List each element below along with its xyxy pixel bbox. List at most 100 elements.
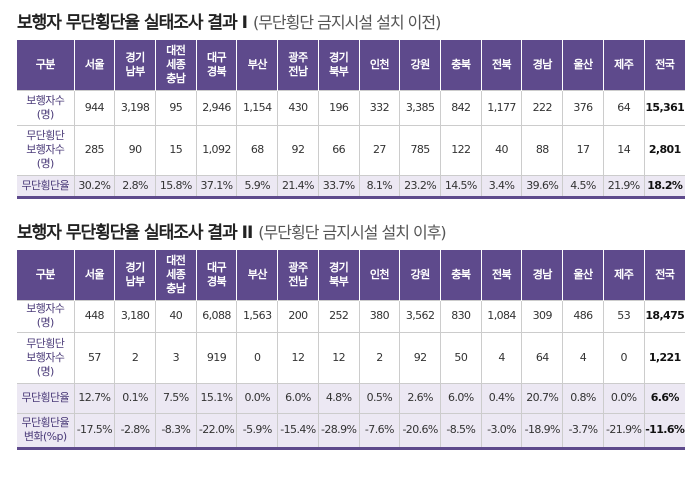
- column-header: 구분: [17, 40, 74, 90]
- data-cell: -5.9%: [236, 412, 278, 450]
- data-cell: 4.8%: [317, 382, 360, 413]
- data-cell: 30.2%: [73, 174, 115, 199]
- total-cell: 15,361: [643, 89, 685, 125]
- data-cell: 122: [439, 124, 482, 175]
- data-cell: 8.1%: [358, 174, 400, 199]
- total-cell: 6.6%: [643, 382, 685, 413]
- column-header: 인천: [358, 250, 400, 300]
- data-cell: 12: [317, 331, 360, 383]
- data-cell: 3,562: [399, 299, 441, 332]
- data-cell: -2.8%: [114, 412, 156, 450]
- data-cell: 196: [317, 89, 360, 125]
- column-header: 광주 전남: [277, 40, 319, 90]
- data-cell: 332: [358, 89, 400, 125]
- data-cell: 2.6%: [399, 382, 441, 413]
- total-cell: 18,475: [643, 299, 685, 332]
- data-cell: -8.5%: [439, 412, 482, 450]
- data-cell: 64: [521, 331, 563, 383]
- data-cell: 6.0%: [439, 382, 482, 413]
- column-header: 대구 경북: [195, 40, 237, 90]
- data-cell: -20.6%: [399, 412, 441, 450]
- data-cell: 14: [602, 124, 645, 175]
- column-header: 서울: [73, 40, 115, 90]
- data-cell: -28.9%: [317, 412, 360, 450]
- header-row: 구분 서울 경기 남부 대전 세종 충남 대구 경북 부산 광주 전남 경기 북부 인천 강원 충북 전북 경남 울산…: [17, 40, 685, 90]
- column-header: 경남: [521, 250, 563, 300]
- data-cell: 33.7%: [317, 174, 360, 199]
- data-cell: 5.9%: [236, 174, 278, 199]
- column-header: 울산: [562, 40, 604, 90]
- data-cell: 1,092: [195, 124, 237, 175]
- column-header: 전국: [643, 40, 685, 90]
- data-cell: 4: [562, 331, 604, 383]
- data-cell: 23.2%: [399, 174, 441, 199]
- data-cell: 95: [154, 89, 197, 125]
- data-cell: 200: [277, 299, 319, 332]
- column-header: 부산: [236, 250, 278, 300]
- data-cell: 50: [439, 331, 482, 383]
- data-cell: 785: [399, 124, 441, 175]
- data-cell: 37.1%: [195, 174, 237, 199]
- data-cell: 4: [480, 331, 522, 383]
- data-cell: 6,088: [195, 299, 237, 332]
- data-cell: -15.4%: [277, 412, 319, 450]
- data-cell: 92: [277, 124, 319, 175]
- column-header: 충북: [439, 250, 482, 300]
- data-cell: 380: [358, 299, 400, 332]
- column-header: 구분: [17, 250, 74, 300]
- data-cell: 1,084: [480, 299, 522, 332]
- column-header: 제주: [602, 250, 645, 300]
- data-cell: 57: [73, 331, 115, 383]
- column-header: 전국: [643, 250, 685, 300]
- column-header: 제주: [602, 40, 645, 90]
- data-cell: 12.7%: [73, 382, 115, 413]
- column-header: 부산: [236, 40, 278, 90]
- column-header: 강원: [399, 250, 441, 300]
- data-cell: 285: [73, 124, 115, 175]
- column-header: 경기 북부: [317, 40, 360, 90]
- row-label: 무단횡단 보행자수 (명): [17, 124, 74, 175]
- column-header: 서울: [73, 250, 115, 300]
- header-row: 구분 서울 경기 남부 대전 세종 충남 대구 경북 부산 광주 전남 경기 북부 인천 강원 충북 전북 경남 울산…: [17, 250, 685, 300]
- data-cell: 92: [399, 331, 441, 383]
- data-cell: 1,563: [236, 299, 278, 332]
- column-header: 대구 경북: [195, 250, 237, 300]
- data-cell: 15.1%: [195, 382, 237, 413]
- table-row: 무단횡단율 30.2% 2.8% 15.8% 37.1% 5.9% 21.4% 33.7% 8.…: [17, 174, 685, 199]
- data-cell: 17: [562, 124, 604, 175]
- data-cell: -22.0%: [195, 412, 237, 450]
- data-cell: 40: [480, 124, 522, 175]
- data-cell: 66: [317, 124, 360, 175]
- column-header: 경남: [521, 40, 563, 90]
- data-cell: 3,198: [114, 89, 156, 125]
- column-header: 전북: [480, 250, 522, 300]
- column-header: 강원: [399, 40, 441, 90]
- data-cell: 15.8%: [154, 174, 197, 199]
- row-label: 무단횡단율: [17, 382, 74, 413]
- column-header: 경기 북부: [317, 250, 360, 300]
- data-cell: 1,177: [480, 89, 522, 125]
- data-cell: 252: [317, 299, 360, 332]
- column-header: 인천: [358, 40, 400, 90]
- data-cell: 4.5%: [562, 174, 604, 199]
- table-before: 구분 서울 경기 남부 대전 세종 충남 대구 경북 부산 광주 전남 경기 북부 인천 강원 충북 전북 경남 울산…: [17, 40, 685, 199]
- data-cell: 0: [236, 331, 278, 383]
- data-cell: 430: [277, 89, 319, 125]
- data-cell: 21.4%: [277, 174, 319, 199]
- data-cell: 2.8%: [114, 174, 156, 199]
- data-cell: 20.7%: [521, 382, 563, 413]
- data-cell: -18.9%: [521, 412, 563, 450]
- data-cell: 40: [154, 299, 197, 332]
- data-cell: 222: [521, 89, 563, 125]
- data-cell: 919: [195, 331, 237, 383]
- data-cell: 0.5%: [358, 382, 400, 413]
- data-cell: 0.4%: [480, 382, 522, 413]
- table-row: 무단횡단율 12.7% 0.1% 7.5% 15.1% 0.0% 6.0% 4.8% 0.5% 2…: [17, 382, 685, 413]
- data-cell: 448: [73, 299, 115, 332]
- data-cell: 944: [73, 89, 115, 125]
- data-cell: 7.5%: [154, 382, 197, 413]
- table-row: 무단횡단 보행자수 (명) 285 90 15 1,092 68 92 66 27 785 122 40 8…: [17, 124, 685, 175]
- data-cell: 1,154: [236, 89, 278, 125]
- total-cell: 2,801: [643, 124, 685, 175]
- data-cell: 486: [562, 299, 604, 332]
